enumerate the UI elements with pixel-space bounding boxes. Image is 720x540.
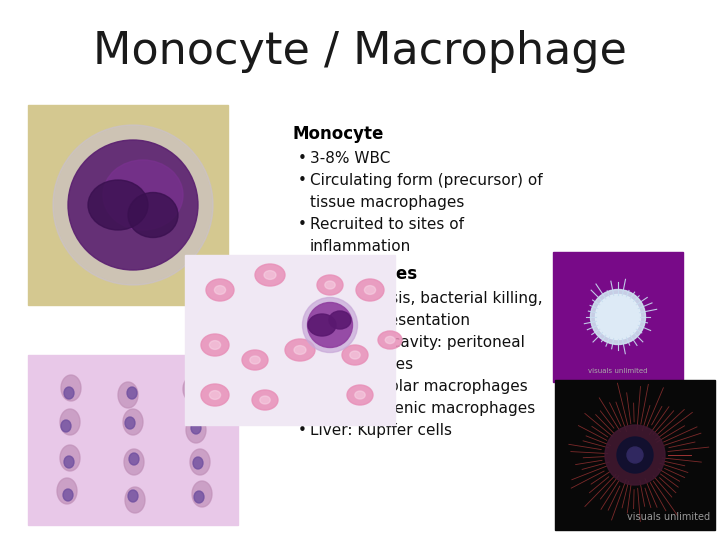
Text: Monocyte / Macrophage: Monocyte / Macrophage xyxy=(93,30,627,73)
Ellipse shape xyxy=(329,311,351,329)
Text: Phagocytosis, bacterial killing,: Phagocytosis, bacterial killing, xyxy=(310,291,543,306)
Ellipse shape xyxy=(57,478,77,504)
Ellipse shape xyxy=(302,298,358,353)
Ellipse shape xyxy=(64,387,74,399)
Ellipse shape xyxy=(193,457,203,469)
Ellipse shape xyxy=(191,422,201,434)
Ellipse shape xyxy=(260,396,270,404)
Ellipse shape xyxy=(194,491,204,503)
Text: •: • xyxy=(298,335,307,350)
Text: Recruited to sites of: Recruited to sites of xyxy=(310,217,464,232)
Ellipse shape xyxy=(210,390,220,400)
Ellipse shape xyxy=(355,391,365,399)
Ellipse shape xyxy=(186,417,206,443)
Ellipse shape xyxy=(210,341,220,349)
Circle shape xyxy=(605,425,665,485)
Ellipse shape xyxy=(347,385,373,405)
Ellipse shape xyxy=(250,356,260,364)
Ellipse shape xyxy=(595,294,641,340)
Text: Liver: Kupffer cells: Liver: Kupffer cells xyxy=(310,423,452,438)
Ellipse shape xyxy=(128,192,178,238)
Circle shape xyxy=(627,447,643,463)
Ellipse shape xyxy=(183,376,203,402)
Ellipse shape xyxy=(385,336,395,343)
Ellipse shape xyxy=(308,314,336,336)
Ellipse shape xyxy=(190,449,210,475)
Text: antigen presentation: antigen presentation xyxy=(310,313,470,328)
Ellipse shape xyxy=(364,286,376,294)
Text: Lung: alveolar macrophages: Lung: alveolar macrophages xyxy=(310,379,528,394)
Ellipse shape xyxy=(201,384,229,406)
Text: inflammation: inflammation xyxy=(310,239,411,254)
Ellipse shape xyxy=(128,490,138,502)
Bar xyxy=(28,105,228,305)
Ellipse shape xyxy=(215,286,225,294)
Bar xyxy=(555,380,715,530)
Ellipse shape xyxy=(206,279,234,301)
Ellipse shape xyxy=(285,339,315,361)
Ellipse shape xyxy=(317,275,343,295)
Ellipse shape xyxy=(378,331,402,349)
Ellipse shape xyxy=(63,489,73,501)
Text: 3-8% WBC: 3-8% WBC xyxy=(310,151,390,166)
Ellipse shape xyxy=(61,420,71,432)
Text: •: • xyxy=(298,401,307,416)
Ellipse shape xyxy=(88,180,148,230)
Ellipse shape xyxy=(125,417,135,429)
Ellipse shape xyxy=(129,453,139,465)
Ellipse shape xyxy=(61,375,81,401)
Ellipse shape xyxy=(125,487,145,513)
Bar xyxy=(553,252,683,382)
Text: Monocyte: Monocyte xyxy=(292,125,383,143)
Ellipse shape xyxy=(294,346,306,354)
Ellipse shape xyxy=(53,125,213,285)
Text: Circulating form (precursor) of: Circulating form (precursor) of xyxy=(310,173,543,188)
Ellipse shape xyxy=(307,302,353,348)
Text: Spleen: splenic macrophages: Spleen: splenic macrophages xyxy=(310,401,535,416)
Ellipse shape xyxy=(123,409,143,435)
Ellipse shape xyxy=(192,481,212,507)
Text: •: • xyxy=(298,291,307,306)
Ellipse shape xyxy=(60,409,80,435)
Ellipse shape xyxy=(124,449,144,475)
Ellipse shape xyxy=(325,281,336,289)
Text: •: • xyxy=(298,379,307,394)
Ellipse shape xyxy=(118,382,138,408)
Ellipse shape xyxy=(264,271,276,279)
Ellipse shape xyxy=(103,160,183,230)
Ellipse shape xyxy=(201,334,229,356)
Circle shape xyxy=(617,437,653,473)
Ellipse shape xyxy=(255,264,285,286)
Text: Peritoneal cavity: peritoneal: Peritoneal cavity: peritoneal xyxy=(310,335,525,350)
Ellipse shape xyxy=(64,456,74,468)
Text: Macrophages: Macrophages xyxy=(292,265,417,283)
Text: tissue macrophages: tissue macrophages xyxy=(310,195,464,210)
Ellipse shape xyxy=(590,289,646,345)
Ellipse shape xyxy=(242,350,268,370)
Text: visuals unlimited: visuals unlimited xyxy=(588,368,648,374)
Text: •: • xyxy=(298,173,307,188)
Ellipse shape xyxy=(356,279,384,301)
Text: visuals unlimited: visuals unlimited xyxy=(627,512,710,522)
Text: macrophages: macrophages xyxy=(310,357,414,372)
Ellipse shape xyxy=(60,445,80,471)
Ellipse shape xyxy=(252,390,278,410)
Ellipse shape xyxy=(68,140,198,270)
Text: •: • xyxy=(298,423,307,438)
Text: •: • xyxy=(298,217,307,232)
Bar xyxy=(28,355,238,525)
Text: •: • xyxy=(298,151,307,166)
Ellipse shape xyxy=(342,345,368,365)
Ellipse shape xyxy=(195,383,205,395)
Ellipse shape xyxy=(127,387,137,399)
Bar xyxy=(185,255,395,425)
Ellipse shape xyxy=(350,351,360,359)
